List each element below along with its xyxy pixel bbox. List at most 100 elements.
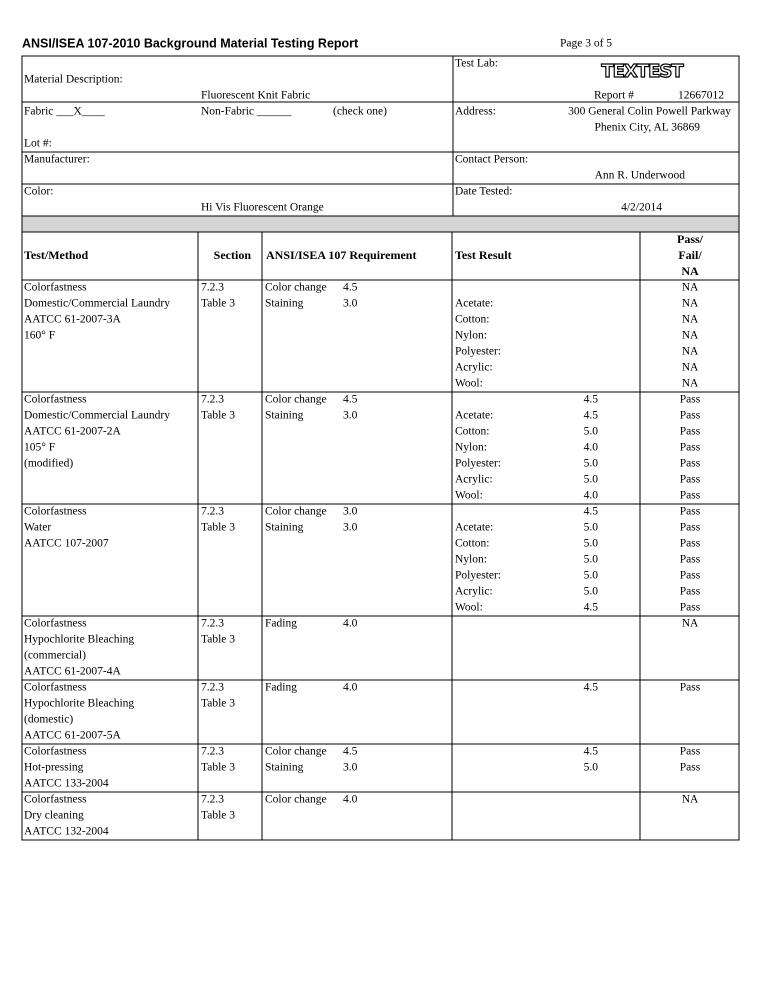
pass-fail: Pass	[680, 746, 701, 758]
pass-fail: NA	[682, 794, 699, 806]
test-result: 4.5	[584, 410, 599, 422]
report-title: ANSI/ISEA 107-2010 Background Material T…	[22, 36, 359, 50]
requirement-level: 3.0	[343, 762, 358, 774]
pass-fail: Pass	[680, 394, 701, 406]
test-method: Colorfastness	[24, 506, 87, 518]
section: Table 3	[201, 698, 235, 710]
test-result: 4.5	[584, 506, 599, 518]
test-method: Domestic/Commercial Laundry	[24, 298, 170, 310]
test-method: AATCC 61-2007-2A	[24, 426, 121, 438]
test-method: AATCC 107-2007	[24, 538, 109, 550]
pass-fail: NA	[682, 298, 699, 310]
material: Wool:	[455, 490, 483, 502]
requirement-level: 3.0	[343, 410, 358, 422]
requirement-level: 3.0	[343, 522, 358, 534]
material: Nylon:	[455, 330, 487, 342]
column-header: Pass/	[677, 232, 704, 246]
column-header: Section	[214, 248, 252, 262]
report-number: 12667012	[678, 90, 724, 102]
requirement: Color change	[265, 746, 327, 758]
date-label: Date Tested:	[455, 186, 512, 198]
test-result: 4.0	[584, 442, 599, 454]
material: Cotton:	[455, 314, 490, 326]
test-method: Colorfastness	[24, 682, 87, 694]
gray-band	[21, 215, 740, 233]
requirement-level: 4.5	[343, 746, 358, 758]
test-method: Colorfastness	[24, 746, 87, 758]
test-result: 5.0	[584, 762, 599, 774]
test-method: Water	[24, 522, 51, 534]
section: 7.2.3	[201, 618, 224, 630]
pass-fail: Pass	[680, 522, 701, 534]
requirement: Staining	[265, 522, 304, 534]
pass-fail: Pass	[680, 410, 701, 422]
material: Wool:	[455, 602, 483, 614]
section: Table 3	[201, 410, 235, 422]
section: 7.2.3	[201, 746, 224, 758]
test-result: 4.5	[584, 682, 599, 694]
column-header: Test/Method	[24, 248, 89, 262]
material: Cotton:	[455, 426, 490, 438]
test-method: Colorfastness	[24, 618, 87, 630]
pass-fail: Pass	[680, 458, 701, 470]
pass-fail: NA	[682, 282, 699, 294]
requirement: Staining	[265, 410, 304, 422]
contact-label: Contact Person:	[455, 154, 528, 166]
test-method: Hypochlorite Bleaching	[24, 634, 134, 646]
test-lab-label: Test Lab:	[455, 58, 498, 70]
requirement-level: 4.5	[343, 282, 358, 294]
lot-label: Lot #:	[24, 138, 52, 150]
check-one: (check one)	[333, 106, 387, 118]
pass-fail: Pass	[680, 682, 701, 694]
material: Polyester:	[455, 458, 501, 470]
pass-fail: NA	[682, 314, 699, 326]
test-method: Colorfastness	[24, 282, 87, 294]
material: Acetate:	[455, 410, 493, 422]
material: Acrylic:	[455, 586, 493, 598]
color-label: Color:	[24, 186, 53, 198]
pass-fail: NA	[682, 378, 699, 390]
pass-fail: Pass	[680, 554, 701, 566]
requirement: Fading	[265, 618, 297, 630]
report-label: Report #	[594, 90, 634, 102]
address-label: Address:	[455, 106, 496, 118]
pass-fail: Pass	[680, 538, 701, 550]
requirement: Color change	[265, 394, 327, 406]
test-result: 5.0	[584, 586, 599, 598]
material-label: Material Description:	[24, 74, 123, 86]
material: Cotton:	[455, 538, 490, 550]
non-fabric-option: Non-Fabric ______	[201, 106, 292, 118]
test-result: 5.0	[584, 538, 599, 550]
pass-fail: NA	[682, 346, 699, 358]
material: Acrylic:	[455, 474, 493, 486]
test-method: 160° F	[24, 330, 55, 342]
requirement-level: 4.0	[343, 682, 358, 694]
test-result: 4.5	[584, 394, 599, 406]
material-value: Fluorescent Knit Fabric	[201, 90, 310, 102]
test-method: Dry cleaning	[24, 810, 84, 822]
pass-fail: Pass	[680, 762, 701, 774]
test-result: 5.0	[584, 458, 599, 470]
test-method: Hot-pressing	[24, 762, 84, 774]
address-line: Phenix City, AL 36869	[594, 122, 700, 134]
column-header: Fail/	[678, 248, 702, 262]
test-method: AATCC 61-2007-5A	[24, 730, 121, 742]
test-method: Hypochlorite Bleaching	[24, 698, 134, 710]
test-result: 5.0	[584, 474, 599, 486]
section: 7.2.3	[201, 282, 224, 294]
info-block: Material Description: Fluorescent Knit F…	[21, 55, 740, 841]
requirement-level: 4.0	[343, 794, 358, 806]
test-result: 4.5	[584, 602, 599, 614]
pass-fail: Pass	[680, 474, 701, 486]
section: Table 3	[201, 522, 235, 534]
pass-fail: Pass	[680, 586, 701, 598]
section: 7.2.3	[201, 794, 224, 806]
section: Table 3	[201, 810, 235, 822]
requirement-level: 3.0	[343, 298, 358, 310]
table-body: Colorfastness 7.2.3 Color change 4.5 NA Domes…	[22, 282, 739, 841]
pass-fail: NA	[682, 362, 699, 374]
test-method: AATCC 133-2004	[24, 778, 109, 790]
requirement: Staining	[265, 298, 304, 310]
